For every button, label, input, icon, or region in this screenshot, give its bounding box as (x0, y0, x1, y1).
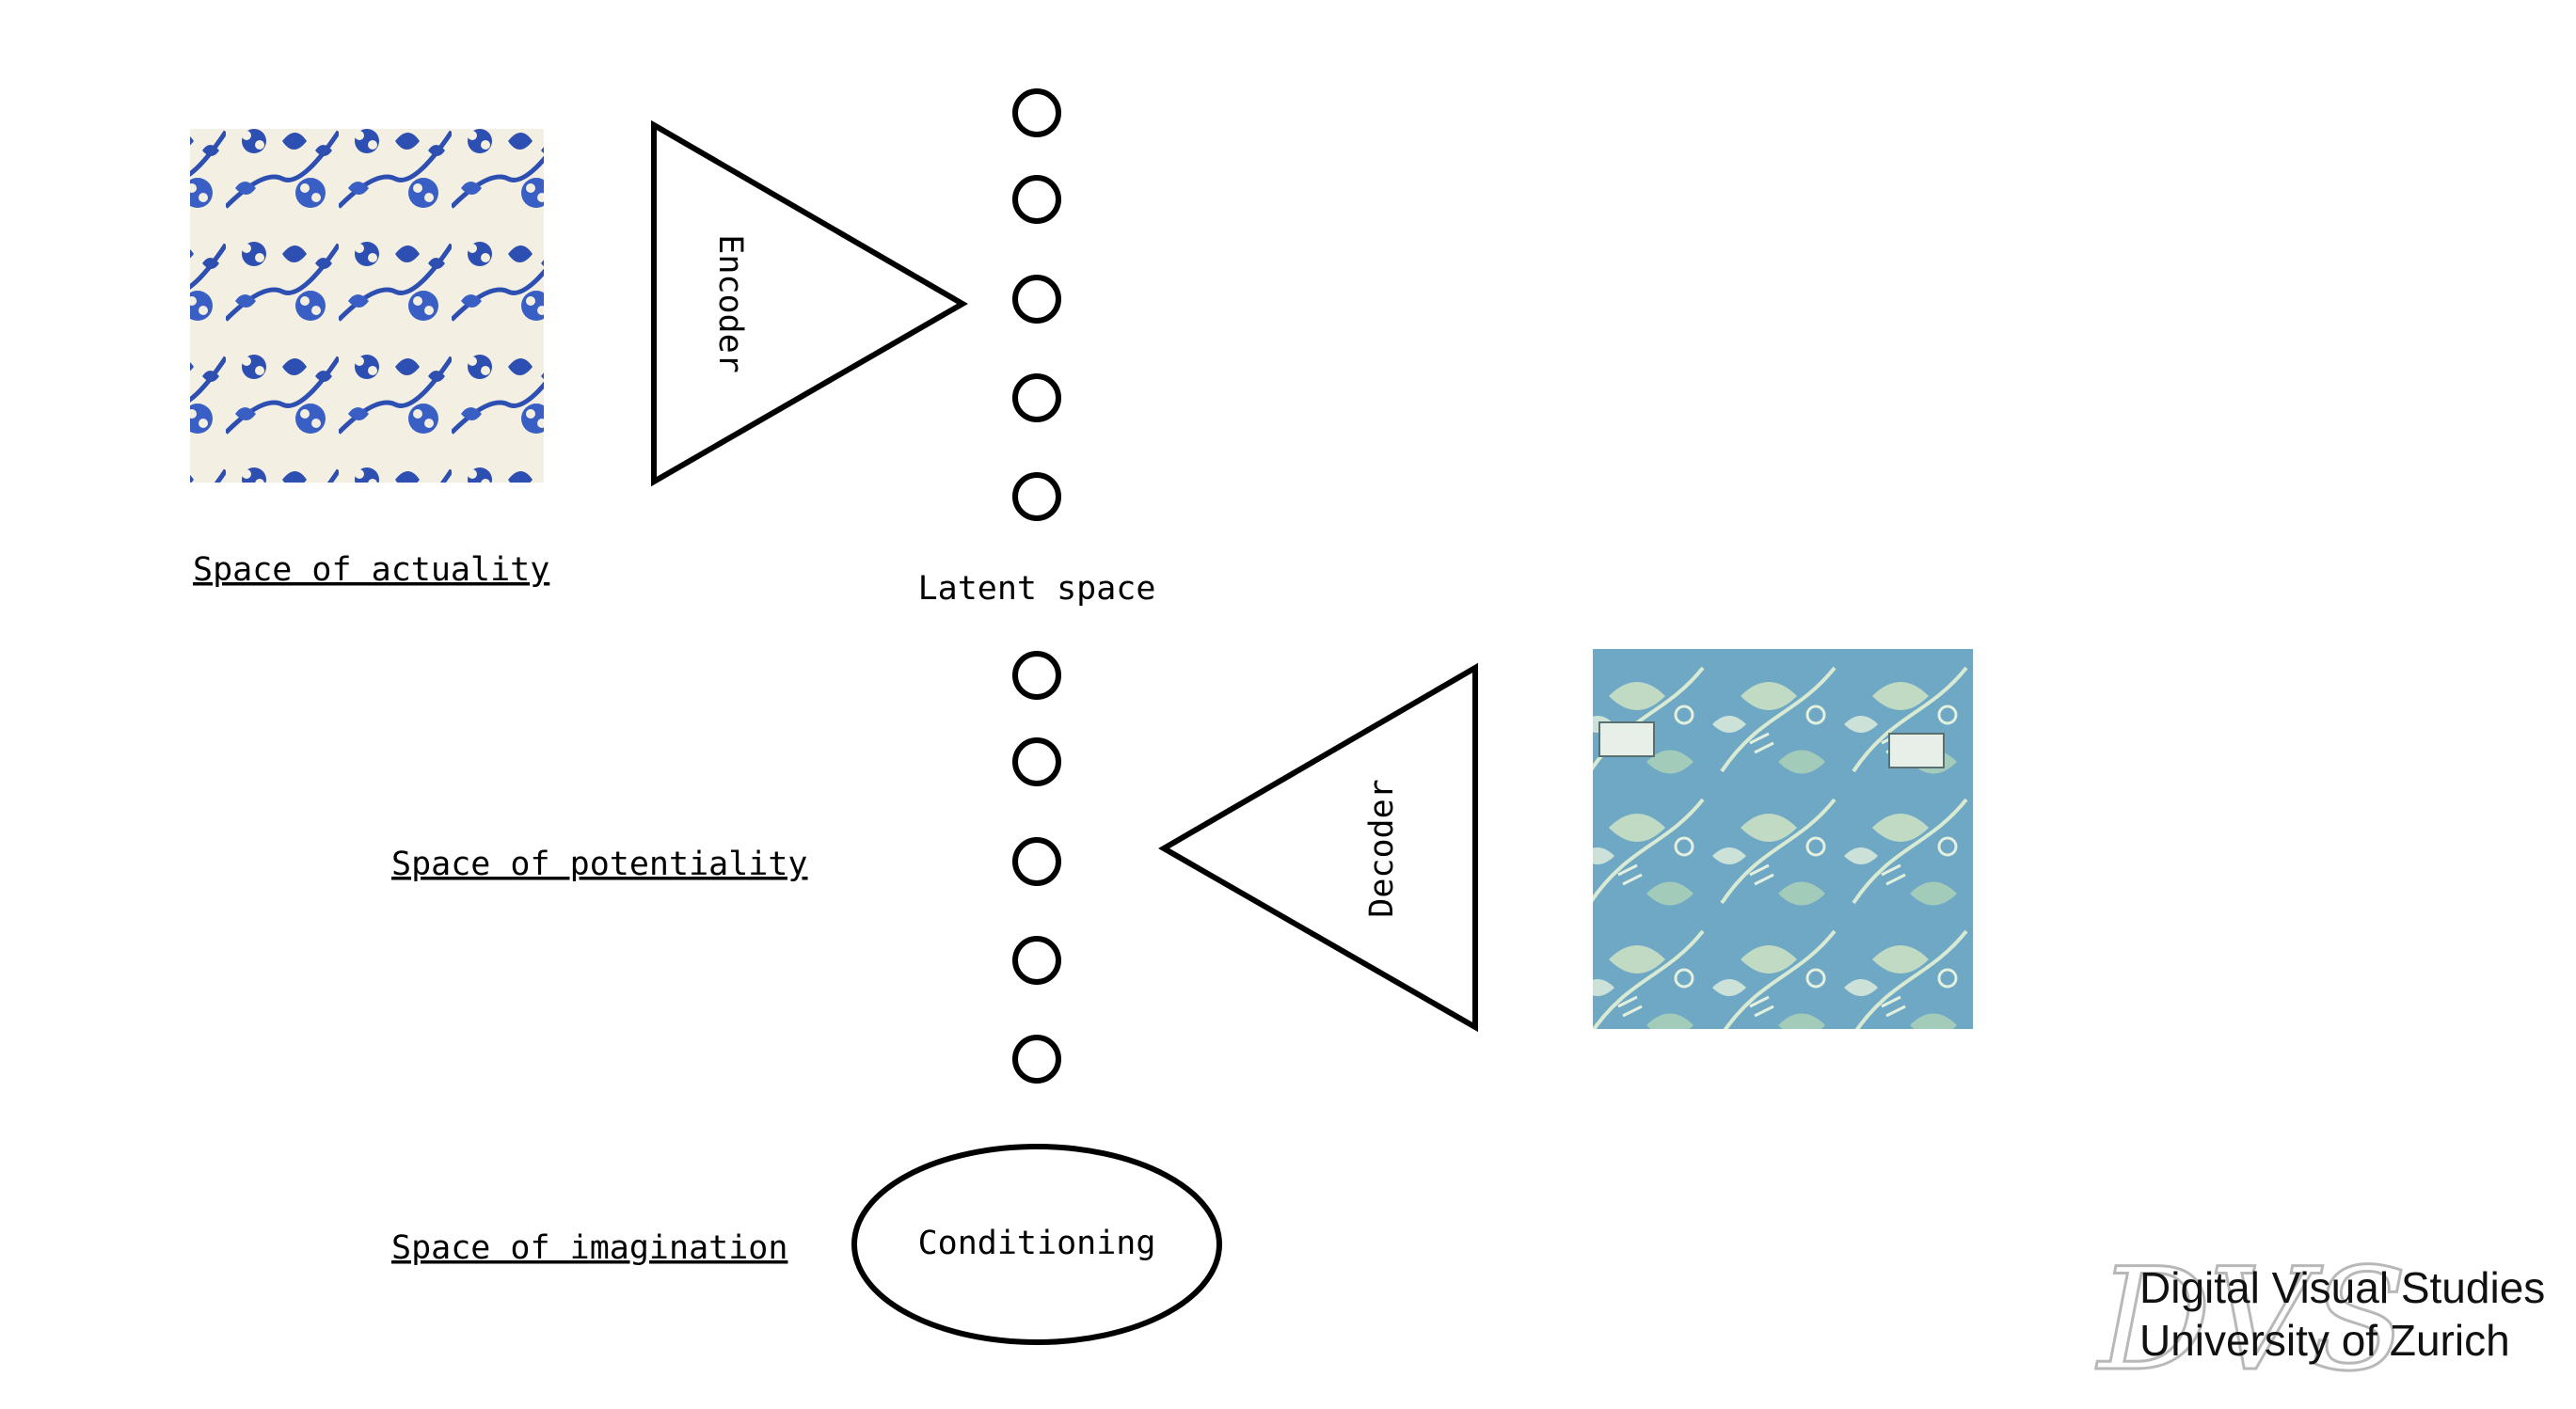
latent-nodes-bottom (1012, 651, 1061, 1084)
latent-node (1012, 936, 1061, 985)
branding-line2: University of Zurich (2139, 1316, 2510, 1365)
input-pattern-image (190, 129, 544, 483)
latent-node (1012, 472, 1061, 521)
dvs-logo-watermark: DVS (2095, 1239, 2408, 1402)
encoder-label: Encoder (711, 234, 749, 373)
latent-node (1012, 1035, 1061, 1084)
latent-node (1012, 373, 1061, 422)
output-pattern-image (1593, 649, 1973, 1029)
latent-node (1012, 175, 1061, 224)
latent-space-label: Latent space (918, 570, 1156, 608)
latent-node (1012, 88, 1061, 137)
latent-node (1012, 737, 1061, 786)
output-image-badge (1888, 733, 1945, 768)
latent-node (1012, 651, 1061, 700)
space-imagination-label: Space of imagination (391, 1229, 787, 1267)
latent-nodes-top (1012, 88, 1061, 521)
space-actuality-label: Space of actuality (193, 551, 549, 589)
conditioning-label: Conditioning (918, 1225, 1156, 1262)
output-image-badge (1598, 721, 1655, 757)
conditioning-ellipse (851, 1144, 1222, 1345)
latent-node (1012, 837, 1061, 886)
decoder-label: Decoder (1363, 779, 1401, 918)
branding-line1: Digital Visual Studies (2139, 1263, 2545, 1312)
decoder-triangle (1157, 662, 1478, 1033)
space-potentiality-label: Space of potentiality (391, 846, 808, 883)
encoder-triangle (651, 119, 968, 487)
latent-node (1012, 275, 1061, 324)
